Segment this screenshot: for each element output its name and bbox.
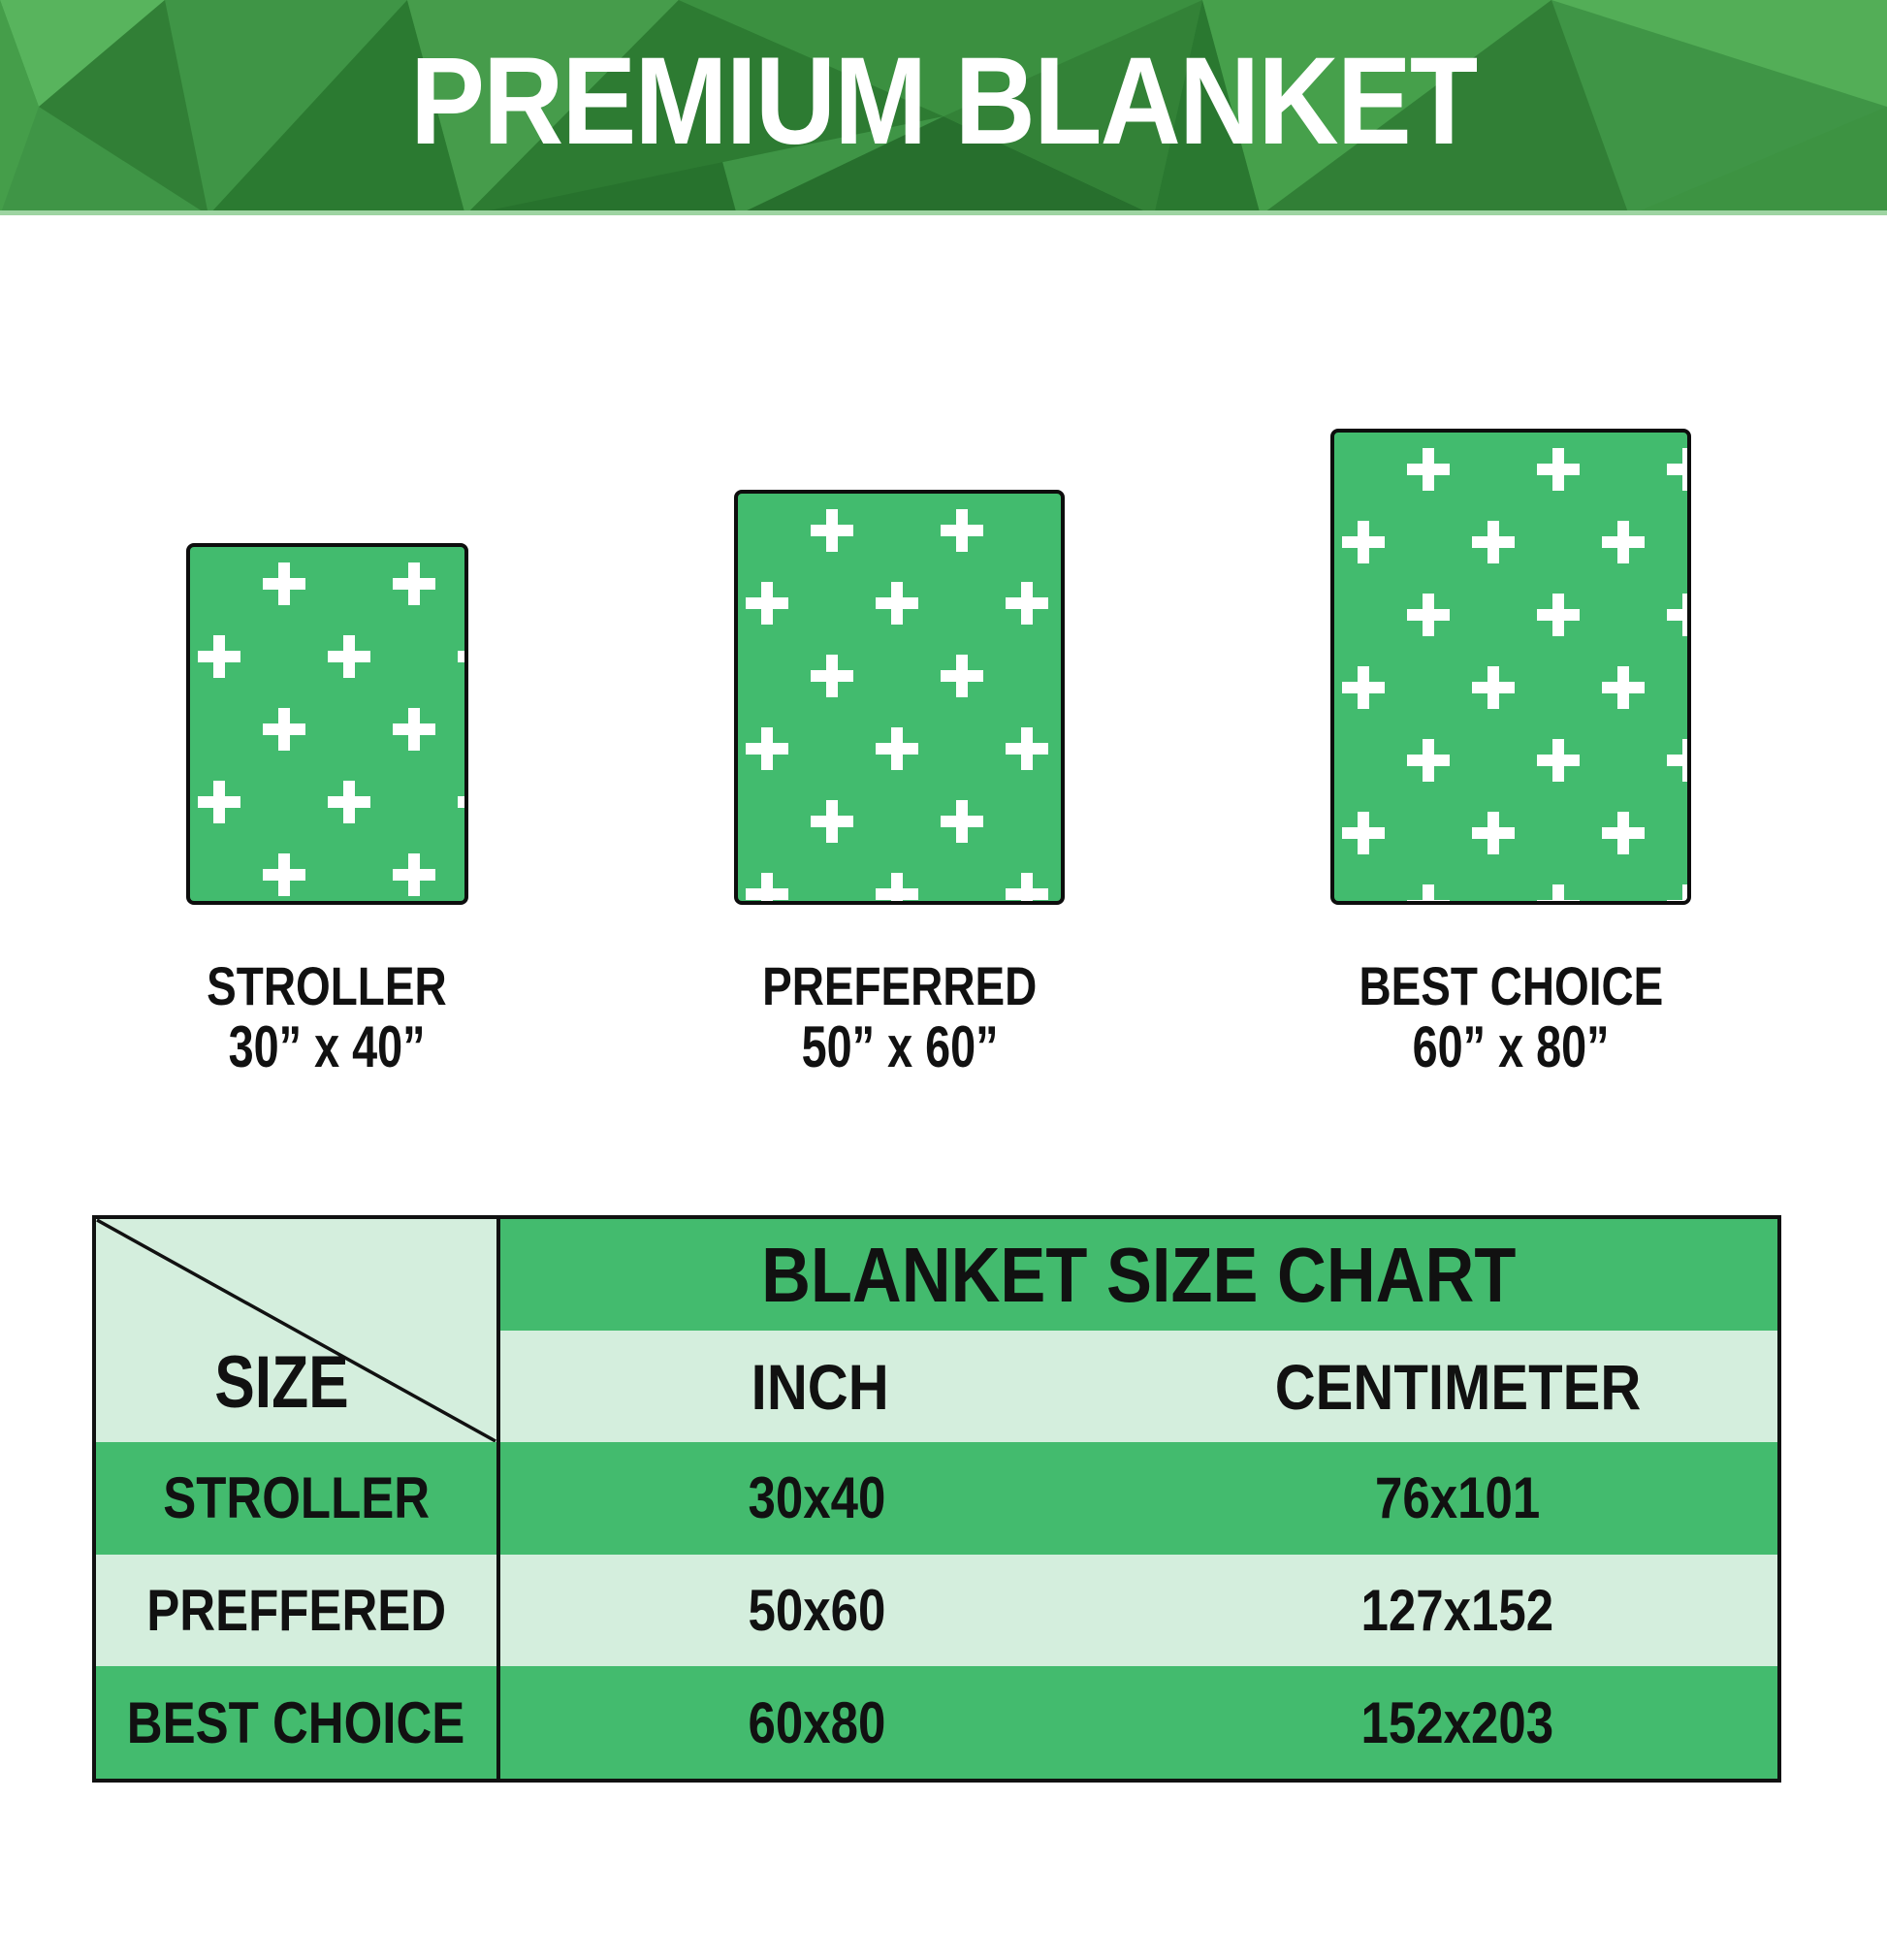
row-centimeter-value: 76x101: [1374, 1465, 1540, 1531]
column-divider-line: [496, 1219, 500, 1779]
table-row: STROLLER 30x40 76x101: [96, 1442, 1777, 1555]
blanket-name: STROLLER: [207, 955, 447, 1016]
row-inch-value: 60x80: [748, 1689, 886, 1755]
row-centimeter-value: 152x203: [1360, 1689, 1554, 1755]
blanket-preview-best-choice: [1330, 429, 1691, 905]
size-corner-cell: SIZE: [96, 1219, 496, 1442]
banner: PREMIUM BLANKET: [0, 0, 1887, 215]
table-row: PREFFERED 50x60 127x152: [96, 1554, 1777, 1667]
banner-polygon-background: [0, 0, 1887, 215]
blanket-dimensions: 50” x 60”: [801, 1014, 999, 1079]
row-size-label: BEST CHOICE: [127, 1689, 465, 1755]
page-title: PREMIUM BLANKET: [410, 31, 1478, 171]
blanket-name: BEST CHOICE: [1359, 955, 1663, 1016]
table-body: STROLLER 30x40 76x101 PREFFERED 50x60 12…: [96, 1442, 1777, 1780]
column-header-inch: INCH: [751, 1350, 889, 1423]
blanket-preview-stroller: [186, 543, 468, 905]
blanket-preview-preferred: [734, 490, 1065, 905]
blanket-dimensions: 60” x 80”: [1412, 1014, 1610, 1079]
size-corner-label: SIZE: [214, 1340, 349, 1424]
blanket-name: PREFERRED: [762, 955, 1038, 1016]
table-row: BEST CHOICE 60x80 152x203: [96, 1666, 1777, 1780]
diagonal-divider-line: [96, 1219, 496, 1442]
row-inch-value: 30x40: [748, 1465, 886, 1531]
row-size-label: PREFFERED: [146, 1578, 446, 1643]
column-header-centimeter: CENTIMETER: [1274, 1350, 1642, 1423]
row-centimeter-value: 127x152: [1360, 1578, 1554, 1643]
row-size-label: STROLLER: [163, 1465, 430, 1531]
row-inch-value: 50x60: [748, 1578, 886, 1643]
chart-title: BLANKET SIZE CHART: [500, 1219, 1777, 1331]
column-header-row: INCH CENTIMETER: [500, 1331, 1777, 1442]
blanket-size-chart-table: SIZE BLANKET SIZE CHART INCH CENTIMETER …: [92, 1215, 1781, 1783]
blanket-dimensions: 30” x 40”: [228, 1014, 426, 1079]
